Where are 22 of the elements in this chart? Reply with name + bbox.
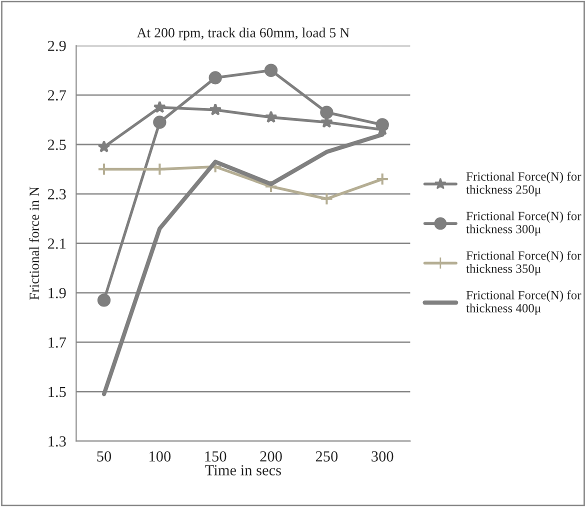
y-tick-label: 2.7 — [48, 90, 66, 101]
legend-label: Frictional Force(N) for thickness 350μ — [466, 250, 582, 276]
legend-label: Frictional Force(N) for thickness 250μ — [466, 172, 582, 196]
chart-title: At 200 rpm, track dia 60mm, load 5 N — [136, 28, 350, 40]
y-tick-label: 2.5 — [48, 140, 66, 150]
x-tick-label: 200 — [260, 451, 282, 462]
legend-label: Frictional Force(N) for thickness 400μ — [466, 290, 582, 315]
x-axis-title: Time in secs — [205, 465, 281, 476]
x-tick-label: 100 — [150, 451, 171, 462]
y-axis-title: Frictional force in N — [29, 186, 39, 300]
y-tick-label: 1.3 — [48, 436, 66, 447]
y-tick-label: 2.1 — [48, 238, 66, 249]
y-tick-label: 1.9 — [48, 288, 66, 298]
y-tick-label: 1.7 — [48, 337, 66, 348]
x-tick-label: 150 — [205, 451, 226, 462]
x-tick-label: 250 — [316, 451, 338, 462]
x-tick-label: 50 — [97, 451, 112, 462]
y-tick-label: 2.9 — [48, 40, 66, 52]
legend-label: Frictional Force(N) for thickness 300μ — [466, 211, 582, 236]
y-tick-label: 1.5 — [48, 386, 66, 398]
x-tick-label: 300 — [372, 451, 394, 462]
y-tick-label: 2.3 — [48, 189, 66, 200]
